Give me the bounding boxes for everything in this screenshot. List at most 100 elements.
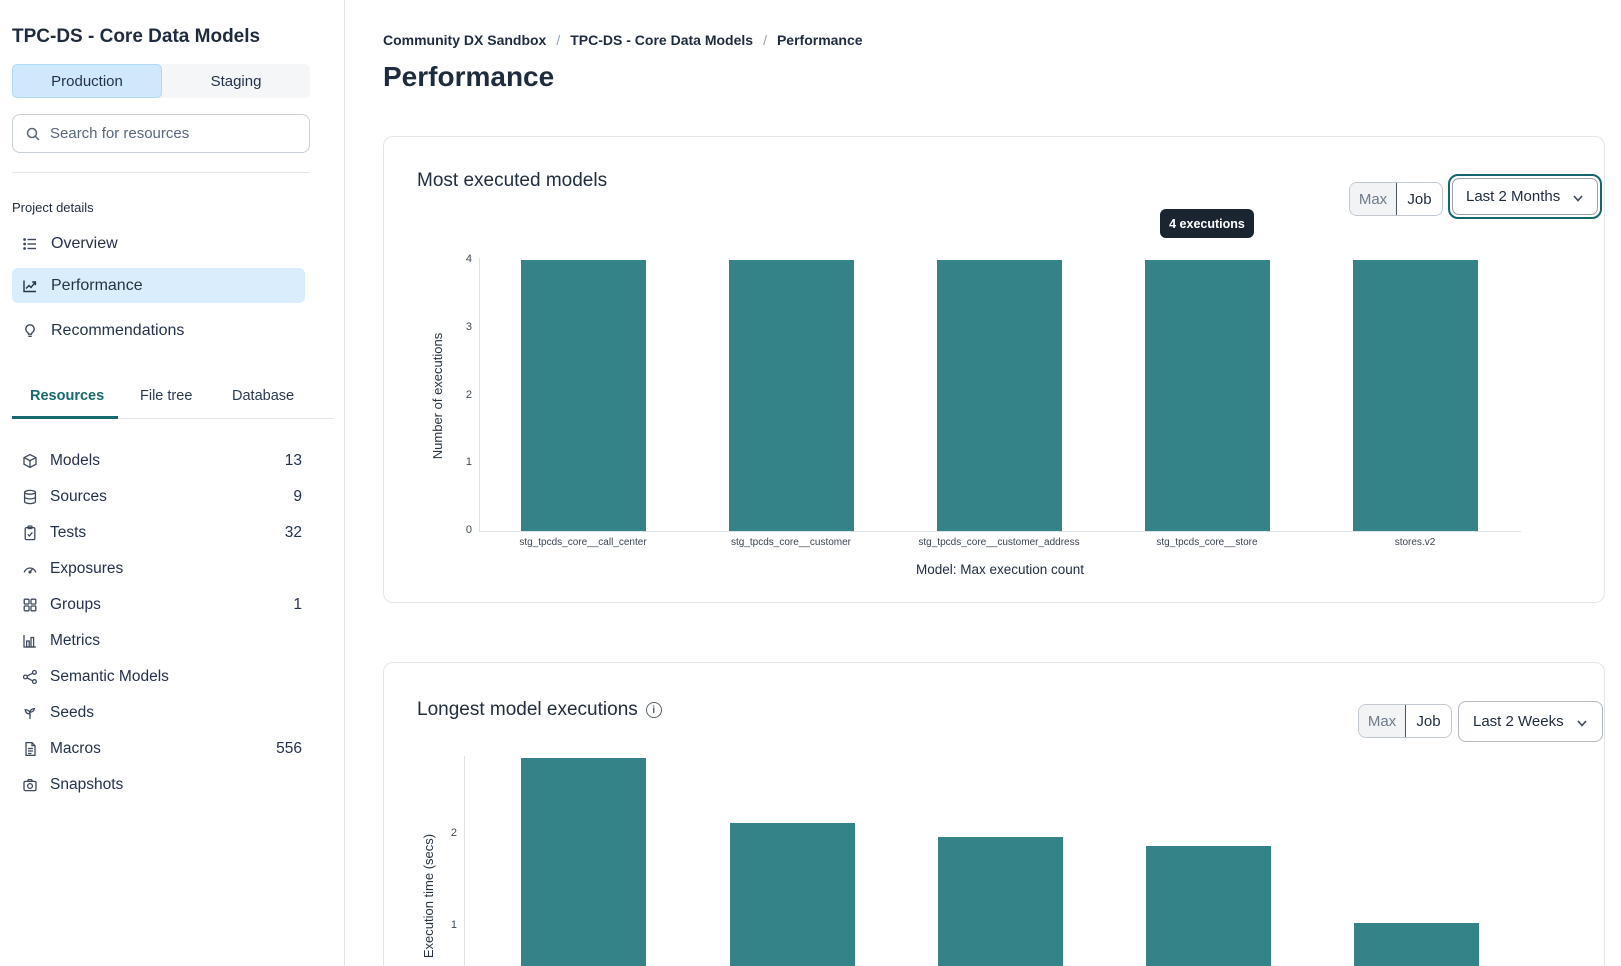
- y-tick-label: 3: [465, 320, 472, 333]
- sidebar-item-performance[interactable]: Performance: [12, 268, 305, 303]
- time-range-dropdown[interactable]: Last 2 Weeks: [1458, 701, 1603, 742]
- tab-production-label: Production: [51, 72, 123, 90]
- sidebar-item-metrics[interactable]: Metrics: [12, 623, 308, 659]
- x-axis-line: [479, 531, 1521, 532]
- sidebar-item-groups[interactable]: Groups 1: [12, 587, 308, 623]
- molecule-icon: [22, 669, 38, 685]
- card-title: Most executed models: [417, 170, 607, 192]
- lightbulb-icon: [22, 323, 38, 339]
- sidebar-item-sources[interactable]: Sources 9: [12, 479, 308, 515]
- bar-stores.v2[interactable]: [1352, 260, 1478, 531]
- list-icon: [22, 236, 38, 252]
- breadcrumb-project[interactable]: TPC-DS - Core Data Models: [570, 32, 754, 48]
- sidebar-item-semantic-models[interactable]: Semantic Models: [12, 659, 308, 695]
- card-title-text: Most executed models: [417, 170, 608, 191]
- card-title-text: Longest model executions: [417, 699, 638, 720]
- tab-staging[interactable]: Staging: [162, 64, 310, 98]
- bar-2[interactable]: [937, 836, 1063, 966]
- tab-label: Resources: [30, 388, 105, 404]
- y-tick-label: 1: [465, 456, 472, 469]
- most-executed-models-card: Most executed models Max Job Last 2 Mont…: [383, 136, 1605, 603]
- sidebar-item-snapshots[interactable]: Snapshots: [12, 767, 308, 803]
- sidebar: TPC-DS - Core Data Models Production Sta…: [0, 0, 345, 966]
- max-button[interactable]: Max: [1359, 705, 1406, 737]
- time-range-dropdown[interactable]: Last 2 Months: [1448, 174, 1603, 219]
- bar-1[interactable]: [729, 822, 855, 966]
- sidebar-item-macros[interactable]: Macros 556: [12, 731, 308, 767]
- max-job-toggle: Max Job: [1358, 704, 1452, 738]
- bar-3[interactable]: [1145, 845, 1271, 966]
- sidebar-item-overview[interactable]: Overview: [12, 226, 305, 261]
- clipboard-check-icon: [22, 525, 38, 541]
- sidebar-item-tests[interactable]: Tests 32: [12, 515, 308, 551]
- time-range-value: Last 2 Months: [1466, 188, 1561, 205]
- resource-label: Metrics: [50, 632, 100, 649]
- y-tick-label: 2: [465, 388, 472, 401]
- database-icon: [22, 489, 38, 505]
- sidebar-item-label: Overview: [51, 234, 118, 252]
- tab-file-tree[interactable]: File tree: [140, 388, 192, 404]
- active-tab-underline: [12, 416, 118, 419]
- resource-label: Exposures: [50, 560, 124, 577]
- trend-chart-icon: [22, 278, 38, 294]
- resource-tabs-border: [12, 418, 334, 419]
- longest-model-executions-card: Longest model executions i Max Job Last …: [383, 662, 1605, 966]
- max-job-toggle: Max Job: [1349, 182, 1443, 216]
- y-tick-label: 4: [465, 253, 472, 265]
- grid-icon: [22, 597, 38, 613]
- job-button[interactable]: Job: [1397, 183, 1442, 215]
- breadcrumb-separator: /: [763, 32, 767, 48]
- search-box[interactable]: [12, 114, 310, 153]
- time-range-value: Last 2 Weeks: [1473, 713, 1564, 730]
- y-tick-label: 0: [465, 524, 472, 536]
- x-category-label: stg_tpcds_core__call_center: [519, 537, 647, 548]
- bar-stg_tpcds_core__customer_address[interactable]: [936, 260, 1062, 531]
- sidebar-item-label: Performance: [51, 276, 143, 294]
- resource-label: Sources: [50, 488, 107, 505]
- time-range-dropdown-inner[interactable]: Last 2 Months: [1452, 178, 1599, 215]
- project-title: TPC-DS - Core Data Models: [12, 26, 261, 47]
- resource-count: 556: [276, 740, 302, 757]
- sidebar-item-recommendations[interactable]: Recommendations: [12, 313, 305, 348]
- gauge-icon: [22, 561, 38, 577]
- bar-stg_tpcds_core__store[interactable]: [1144, 260, 1270, 531]
- breadcrumb: Community DX Sandbox / TPC-DS - Core Dat…: [383, 32, 863, 48]
- bar-4[interactable]: [1353, 923, 1479, 966]
- x-category-label: stg_tpcds_core__store: [1156, 537, 1258, 548]
- document-icon: [22, 741, 38, 757]
- cube-icon: [22, 453, 38, 469]
- tab-database[interactable]: Database: [232, 388, 294, 404]
- search-input[interactable]: [50, 125, 297, 142]
- tab-production[interactable]: Production: [12, 64, 162, 98]
- bar-0[interactable]: [520, 757, 646, 966]
- sidebar-item-seeds[interactable]: Seeds: [12, 695, 308, 731]
- search-icon: [25, 126, 41, 142]
- bar-stg_tpcds_core__call_center[interactable]: [520, 260, 646, 531]
- tab-label: File tree: [140, 388, 193, 404]
- resource-count: 9: [293, 488, 302, 505]
- y-tick-label: 1: [450, 919, 457, 931]
- sidebar-item-label: Recommendations: [51, 321, 185, 339]
- bar-stg_tpcds_core__customer[interactable]: [728, 260, 854, 531]
- page-title: Performance: [383, 61, 555, 92]
- resource-label: Snapshots: [50, 776, 124, 793]
- chevron-down-icon: [1572, 191, 1584, 203]
- camera-icon: [22, 777, 38, 793]
- x-axis-title: Model: Max execution count: [915, 562, 1085, 577]
- max-button[interactable]: Max: [1350, 183, 1397, 215]
- info-icon[interactable]: i: [645, 702, 662, 718]
- breadcrumb-separator: /: [556, 32, 561, 48]
- breadcrumb-account[interactable]: Community DX Sandbox: [383, 32, 547, 48]
- y-tick-label: 2: [450, 827, 457, 839]
- y-axis-line: [464, 756, 465, 966]
- resource-count: 13: [284, 452, 302, 469]
- sprout-icon: [22, 705, 38, 721]
- resource-label: Groups: [50, 596, 101, 613]
- breadcrumb-current: Performance: [776, 32, 863, 48]
- job-button[interactable]: Job: [1406, 705, 1451, 737]
- sidebar-divider: [12, 172, 310, 173]
- tab-resources[interactable]: Resources: [30, 388, 104, 404]
- project-details-label: Project details: [12, 200, 94, 215]
- sidebar-item-models[interactable]: Models 13: [12, 443, 308, 479]
- sidebar-item-exposures[interactable]: Exposures: [12, 551, 308, 587]
